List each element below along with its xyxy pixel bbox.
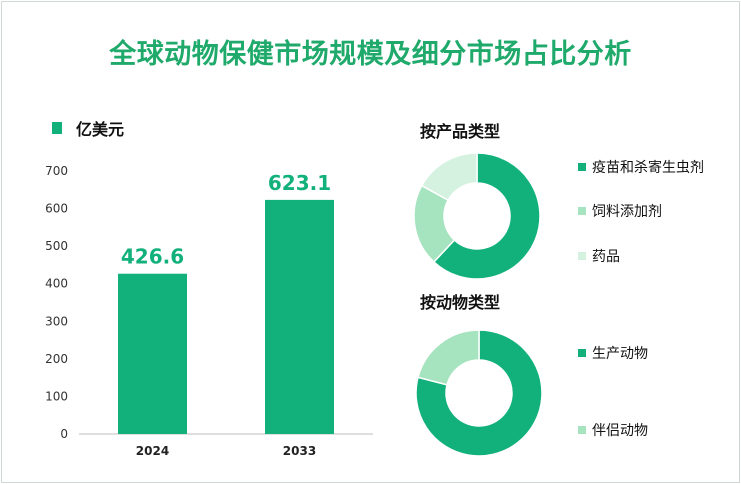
legend-swatch-production	[578, 349, 586, 357]
legend-item-feed: 饲料添加剂	[578, 201, 662, 221]
legend-swatch-vaccine	[578, 163, 586, 171]
bar-legend: 亿美元	[52, 116, 124, 140]
legend-label-drug: 药品	[592, 249, 620, 265]
legend-swatch-feed	[578, 207, 586, 215]
legend-label-vaccine: 疫苗和杀寄生虫剂	[592, 160, 704, 176]
animal-donut-title: 按动物类型	[420, 293, 501, 312]
legend-swatch-companion	[578, 426, 586, 434]
legend-item-production: 生产动物	[578, 343, 648, 363]
product-donut-title: 按产品类型	[420, 122, 501, 141]
chart-title: 全球动物保健市场规模及细分市场占比分析	[109, 39, 632, 70]
legend-label-companion: 伴侣动物	[592, 423, 648, 439]
legend-item-companion: 伴侣动物	[578, 420, 648, 440]
legend-label-feed: 饲料添加剂	[592, 204, 662, 220]
legend-label-production: 生产动物	[592, 346, 648, 362]
legend-item-vaccine: 疫苗和杀寄生虫剂	[578, 157, 704, 177]
legend-label: 亿美元	[76, 120, 125, 139]
legend-swatch-drug	[578, 252, 586, 260]
legend-swatch	[52, 122, 62, 134]
legend-item-drug: 药品	[578, 246, 620, 266]
